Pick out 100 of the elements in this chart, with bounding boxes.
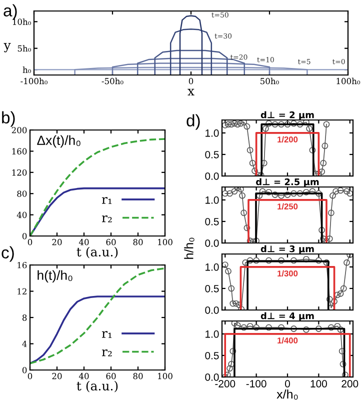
point <box>340 285 347 292</box>
annotation: 1/250 <box>278 203 298 210</box>
chart-title: d⊥ = 3 μm <box>260 245 314 254</box>
y-tick-label: 80 <box>17 190 27 197</box>
point <box>320 160 327 166</box>
point <box>238 187 244 192</box>
point <box>323 238 330 243</box>
point <box>322 142 328 150</box>
annotation: 1/400 <box>278 337 298 344</box>
point <box>296 121 304 128</box>
y-tick-label: 5h₀ <box>18 45 32 52</box>
point <box>326 296 333 302</box>
y-tick-label: 1.0 <box>206 330 219 338</box>
point <box>272 121 278 128</box>
chart-title: Δx(t)/h₀ <box>37 135 80 148</box>
point <box>253 324 260 331</box>
point <box>228 360 235 368</box>
y-axis-title: y <box>4 42 11 52</box>
point <box>331 298 338 305</box>
annotation: 1/200 <box>278 136 298 142</box>
point <box>278 257 284 264</box>
point <box>226 190 233 197</box>
x-tick-label: 40 <box>78 372 89 380</box>
point <box>228 121 235 128</box>
point <box>232 300 240 307</box>
point <box>240 120 248 126</box>
point <box>290 257 297 264</box>
y-tick-label: 120 <box>12 169 27 176</box>
point <box>230 300 236 307</box>
x-tick-label: 0 <box>285 380 290 388</box>
y-tick-label: 0.5 <box>205 150 219 158</box>
y-tick-label: 10h₀ <box>12 18 32 25</box>
point <box>278 121 284 128</box>
point <box>330 192 336 199</box>
point <box>238 120 244 127</box>
point <box>244 123 250 130</box>
x-tick-label: 0 <box>188 78 194 84</box>
point <box>328 210 334 216</box>
x-tick-label: 60 <box>106 238 116 246</box>
y-axis-title: h/h₀ <box>184 238 194 259</box>
point <box>234 322 241 329</box>
x-tick-label: 80 <box>133 372 143 380</box>
x-tick-label: -50h₀ <box>102 78 124 84</box>
point <box>290 190 297 197</box>
line-series <box>112 62 270 75</box>
y-tick-label: 0.5 <box>205 218 219 226</box>
point <box>337 187 344 194</box>
point <box>284 121 291 128</box>
x-tick-label: 80 <box>133 238 143 246</box>
point <box>253 257 260 264</box>
x-tick-label: 20 <box>52 372 62 380</box>
y-tick-label: 0 <box>22 366 27 374</box>
x-tick-label: 100 <box>158 372 172 380</box>
point <box>240 324 248 331</box>
point <box>266 120 272 127</box>
point <box>318 168 326 175</box>
x-tick-label: 50h₀ <box>260 78 279 84</box>
text: b) <box>2 111 15 127</box>
x-tick-label: -100 <box>246 380 266 388</box>
point <box>252 168 258 174</box>
point <box>303 256 310 262</box>
point <box>337 326 344 333</box>
point <box>222 262 228 268</box>
point <box>337 290 344 297</box>
x-tick-label: 100h₀ <box>336 78 360 84</box>
x-tick-label: -200 <box>215 380 236 388</box>
line-series <box>154 50 228 75</box>
y-tick-label: 160 <box>12 148 27 154</box>
point <box>303 188 310 196</box>
annotation: 1/300 <box>278 270 298 276</box>
point <box>326 235 333 242</box>
point <box>222 122 228 128</box>
text: c) <box>2 246 14 262</box>
point <box>231 321 238 326</box>
text: d) <box>186 114 200 130</box>
legend-label: r₂ <box>102 349 112 356</box>
point <box>344 188 350 195</box>
y-tick-label: 0.5 <box>205 352 219 360</box>
point <box>290 326 297 332</box>
point <box>315 257 322 264</box>
point <box>266 257 272 264</box>
chart-title: d⊥ = 4 μm <box>260 312 314 321</box>
point <box>309 146 316 154</box>
y-tick-label: 1.0 <box>206 196 219 204</box>
point <box>253 238 260 243</box>
text: a) <box>4 4 17 20</box>
y-tick-label: 8 <box>22 314 27 321</box>
point <box>340 360 346 368</box>
line-series <box>30 267 165 364</box>
y-tick-label: 0.0 <box>205 240 219 247</box>
legend-label: r₂ <box>102 215 112 222</box>
line-series <box>170 28 212 75</box>
line-series <box>74 66 308 75</box>
chart-title: d⊥ = 2 μm <box>260 111 314 120</box>
point <box>246 146 254 154</box>
point <box>262 125 269 132</box>
y-tick-label: 0.0 <box>205 374 219 381</box>
point <box>315 170 322 176</box>
x-axis-title: x/h₀ <box>276 389 298 400</box>
point <box>334 292 341 298</box>
